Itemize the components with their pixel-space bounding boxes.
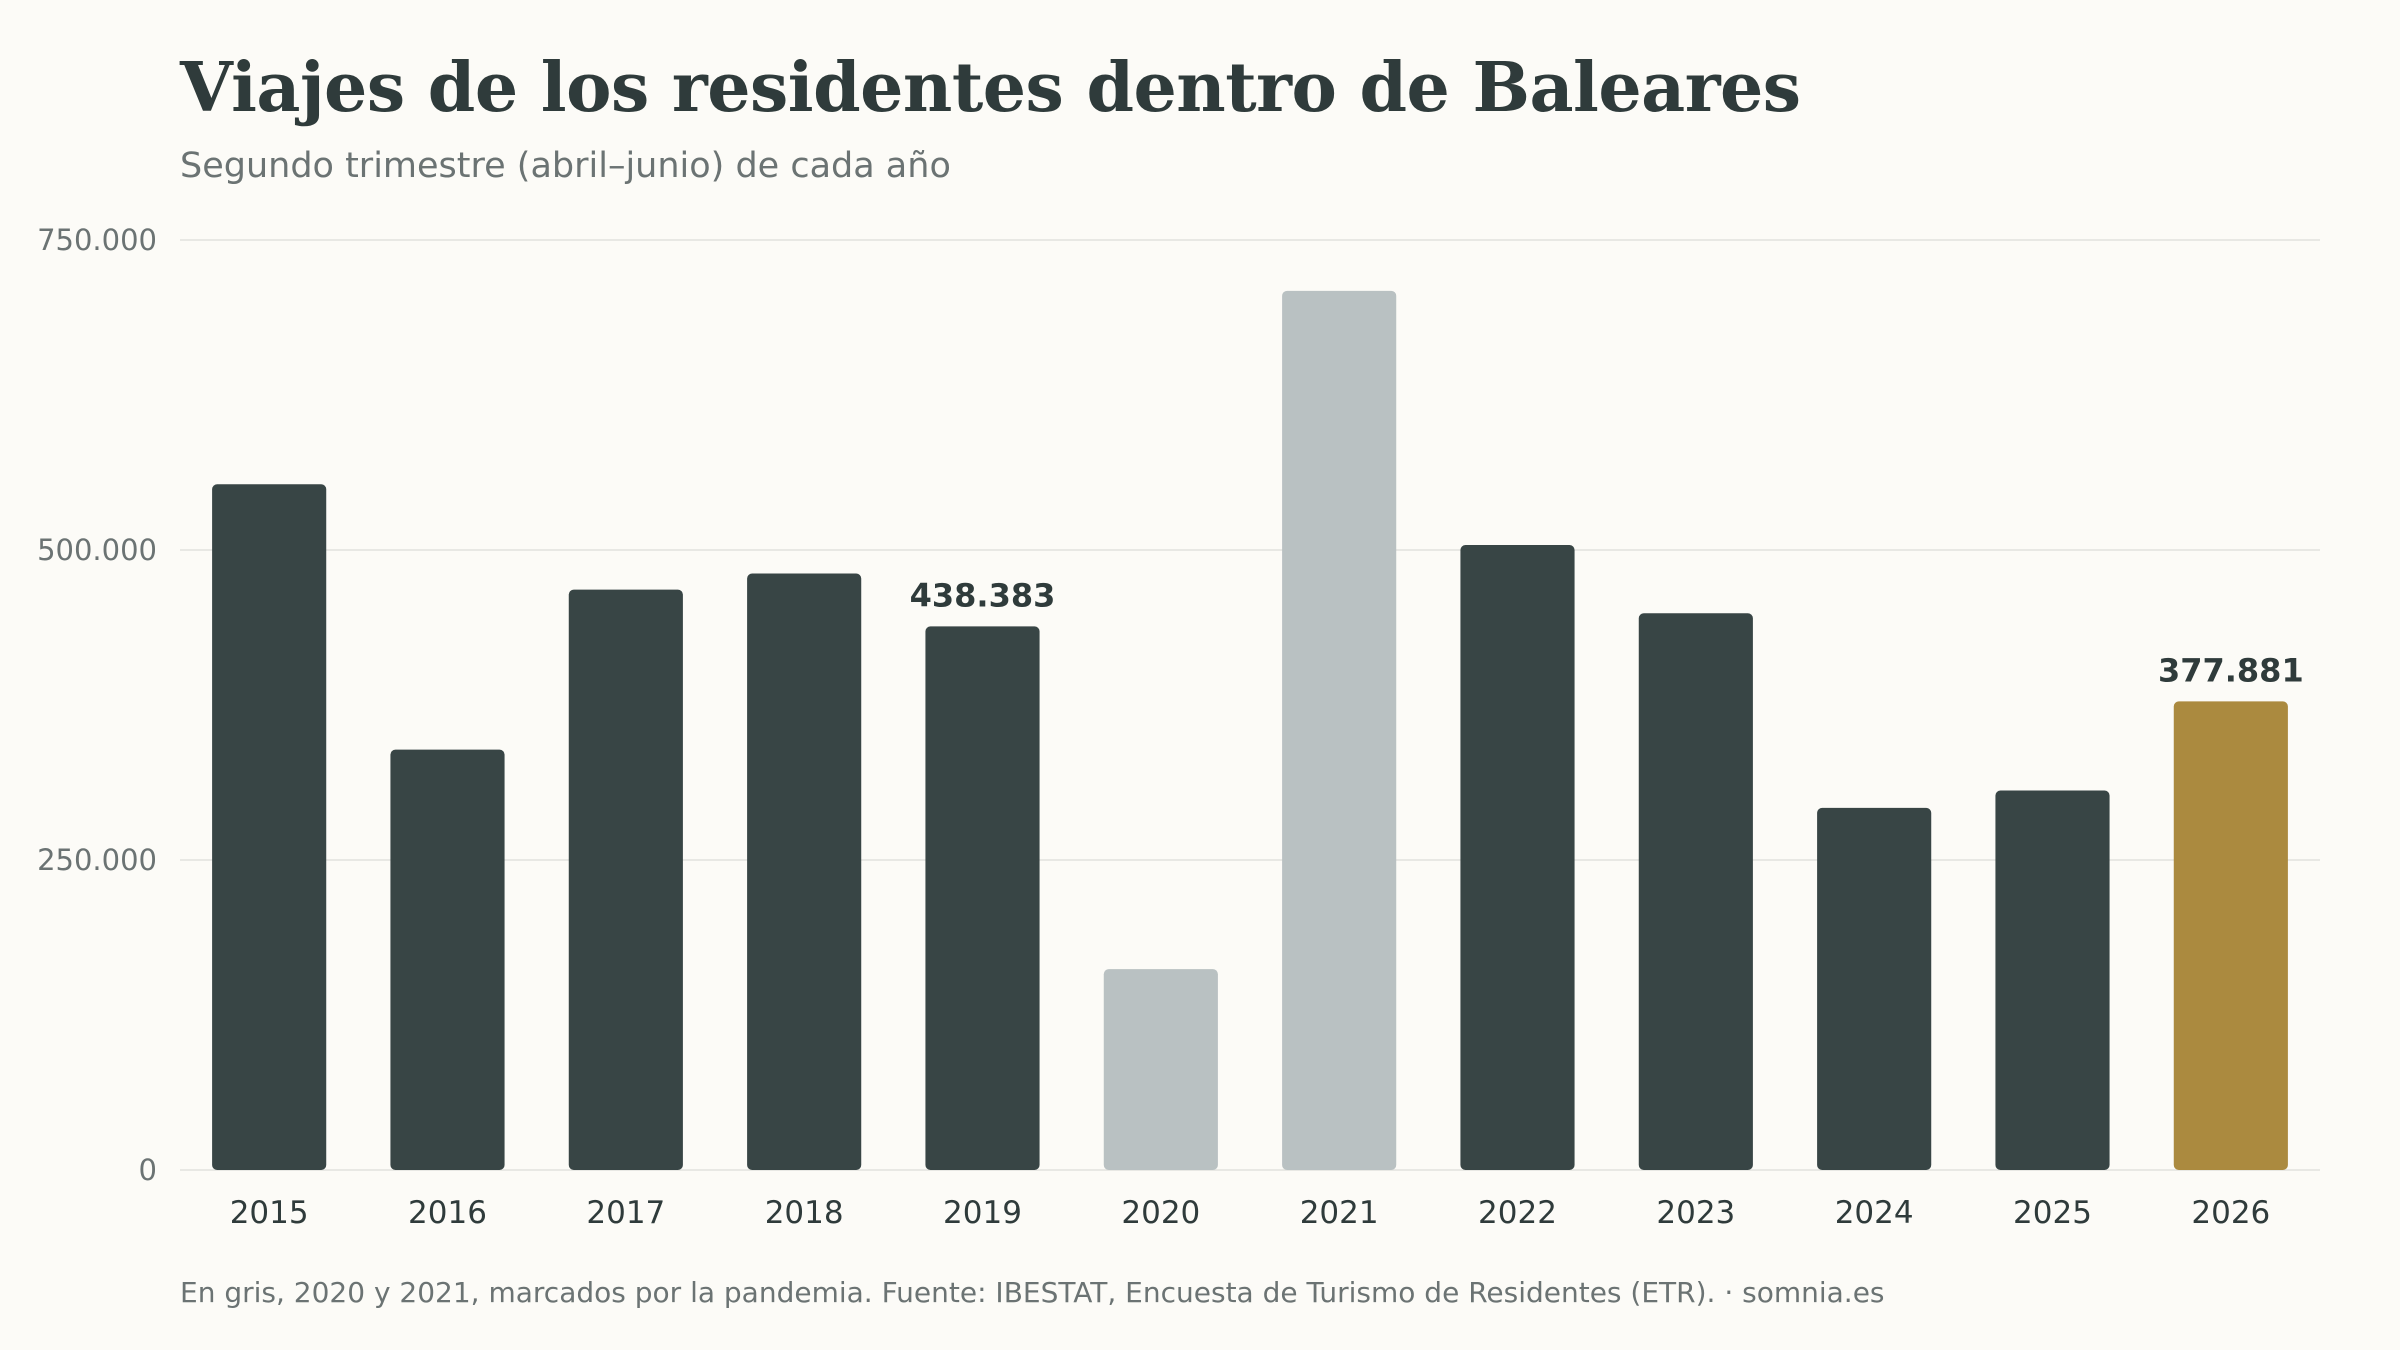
y-tick-label: 250.000 — [37, 843, 157, 877]
data-label-2026: 377.881 — [2158, 651, 2304, 689]
x-tick-label: 2025 — [2013, 1195, 2092, 1231]
bar-2020 — [1103, 969, 1218, 1170]
labels: 0 250.000 500.000 750.000 2015 2016 2017 2018 20… — [37, 223, 2304, 1231]
y-tick-label: 500.000 — [37, 533, 157, 567]
x-tick-label: 2017 — [586, 1195, 665, 1231]
chart-subtitle: Segundo trimestre (abril–junio) de cada … — [180, 146, 951, 186]
chart-footnote: En gris, 2020 y 2021, marcados por la pa… — [180, 1276, 1885, 1309]
bar-2015 — [212, 484, 327, 1170]
bar-2018 — [747, 573, 862, 1170]
bar-2023 — [1638, 613, 1753, 1170]
x-tick-label: 2019 — [943, 1195, 1022, 1231]
x-tick-label: 2016 — [408, 1195, 487, 1231]
y-tick-label: 0 — [139, 1153, 157, 1187]
bar-2022 — [1460, 545, 1575, 1170]
x-tick-label: 2018 — [765, 1195, 844, 1231]
x-tick-label: 2024 — [1835, 1195, 1914, 1231]
gridlines — [180, 239, 2320, 1171]
bar-2019 — [925, 626, 1040, 1170]
bars — [212, 290, 2288, 1171]
x-tick-label: 2026 — [2191, 1195, 2270, 1231]
y-tick-label: 750.000 — [37, 223, 157, 257]
x-tick-label: 2020 — [1121, 1195, 1200, 1231]
bar-2016 — [390, 749, 505, 1170]
x-tick-label: 2015 — [230, 1195, 309, 1231]
data-label-2019: 438.383 — [910, 576, 1056, 614]
x-tick-label: 2021 — [1300, 1195, 1379, 1231]
bar-2025 — [1995, 790, 2110, 1170]
bar-2024 — [1817, 807, 1932, 1170]
x-tick-label: 2022 — [1478, 1195, 1557, 1231]
bar-2026 — [2173, 701, 2288, 1170]
bar-2021 — [1282, 290, 1397, 1171]
chart-title: Viajes de los residentes dentro de Balea… — [180, 48, 1801, 128]
x-tick-label: 2023 — [1656, 1195, 1735, 1231]
bar-2017 — [568, 589, 683, 1170]
